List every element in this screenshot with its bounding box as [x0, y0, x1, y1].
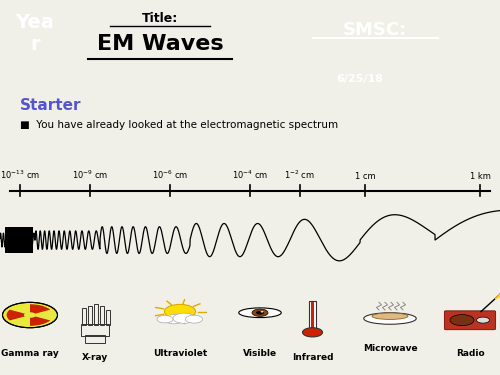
Circle shape	[256, 311, 264, 315]
Circle shape	[164, 315, 184, 324]
Circle shape	[450, 315, 474, 326]
Text: X-ray: X-ray	[82, 352, 108, 362]
Circle shape	[186, 315, 202, 323]
Circle shape	[2, 302, 58, 328]
Text: Radio: Radio	[456, 349, 484, 358]
Text: SMSC:: SMSC:	[343, 21, 407, 39]
Circle shape	[260, 311, 264, 312]
Bar	[311, 302, 314, 330]
Text: $1^{-2}$ cm: $1^{-2}$ cm	[284, 169, 316, 181]
Text: Starter: Starter	[20, 98, 82, 113]
Text: $10^{-6}$ cm: $10^{-6}$ cm	[152, 169, 188, 181]
Text: $10^{-4}$ cm: $10^{-4}$ cm	[232, 169, 268, 181]
Bar	[100, 306, 103, 326]
Wedge shape	[30, 315, 50, 326]
Circle shape	[476, 317, 490, 323]
Bar	[81, 324, 109, 336]
Text: ■  You have already looked at the electromagnetic spectrum: ■ You have already looked at the electro…	[20, 120, 338, 130]
Text: 1 cm: 1 cm	[354, 172, 376, 181]
Text: Gamma ray: Gamma ray	[1, 349, 59, 358]
Text: Ultraviolet: Ultraviolet	[153, 349, 207, 358]
Bar	[88, 306, 92, 326]
Text: EM Waves: EM Waves	[96, 34, 224, 54]
Circle shape	[252, 309, 268, 316]
Ellipse shape	[364, 313, 416, 324]
Text: Microwave: Microwave	[362, 344, 418, 353]
Text: $10^{-13}$ cm: $10^{-13}$ cm	[0, 169, 40, 181]
Circle shape	[24, 312, 36, 318]
Text: Infrared: Infrared	[292, 352, 333, 362]
Circle shape	[173, 313, 195, 323]
Circle shape	[164, 304, 196, 319]
Text: Visible: Visible	[243, 349, 277, 358]
Bar	[106, 310, 110, 326]
Text: $10^{-9}$ cm: $10^{-9}$ cm	[72, 169, 108, 181]
Wedge shape	[6, 310, 30, 320]
Ellipse shape	[372, 313, 408, 320]
Text: 6/25/18: 6/25/18	[336, 74, 384, 84]
Bar	[309, 301, 316, 332]
Bar	[94, 303, 98, 326]
Wedge shape	[30, 304, 50, 315]
Ellipse shape	[239, 308, 281, 318]
Text: Yea
r: Yea r	[16, 13, 54, 54]
Bar	[85, 335, 105, 343]
Text: 1 km: 1 km	[470, 172, 490, 181]
Circle shape	[302, 328, 322, 337]
FancyBboxPatch shape	[444, 311, 496, 330]
Bar	[5, 227, 32, 253]
Text: Title:: Title:	[142, 12, 178, 26]
Bar	[82, 308, 86, 326]
Circle shape	[157, 315, 173, 323]
